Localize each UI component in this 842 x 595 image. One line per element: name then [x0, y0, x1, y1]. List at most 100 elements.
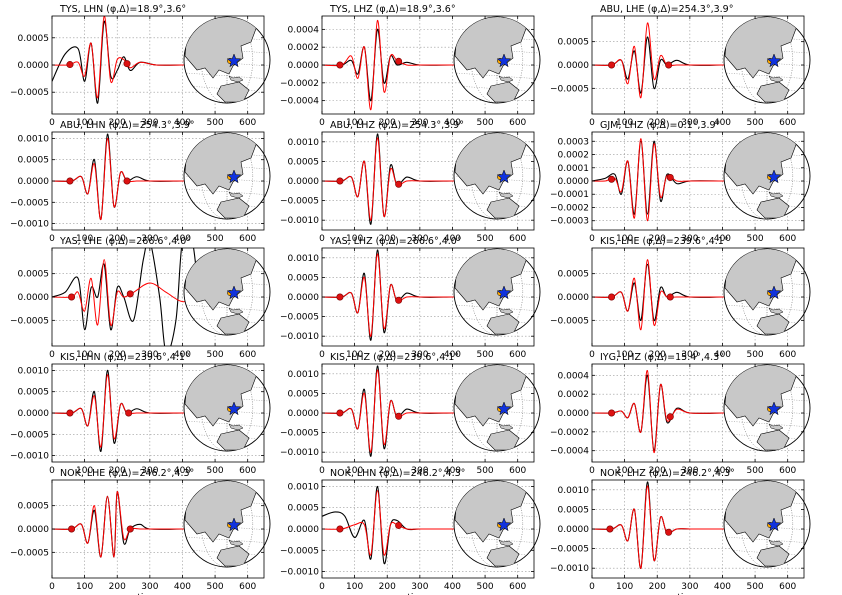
x-tick-label: 0 — [319, 234, 325, 244]
y-tick-label: −0.0005 — [280, 429, 319, 439]
y-tick-label: −0.0010 — [550, 564, 589, 574]
globe-inset-icon — [183, 132, 271, 220]
globe-inset-icon — [723, 132, 811, 220]
panel-11: 0 100 200 300 400 500 600 −0.0010 −0.0005 0.0000 0… — [280, 352, 541, 476]
x-tick-label: 500 — [746, 350, 763, 360]
x-tick-label: 100 — [346, 582, 363, 592]
x-tick-label: 300 — [411, 350, 428, 360]
x-tick-label: 0 — [589, 118, 595, 128]
x-tick-label: 400 — [714, 234, 731, 244]
y-tick-label: 0.0010 — [288, 482, 320, 492]
x-tick-label: 300 — [141, 582, 158, 592]
y-tick-label: 0.0005 — [18, 34, 50, 44]
event-star-icon — [496, 53, 512, 68]
x-tick-label: 200 — [649, 466, 666, 476]
observed-trace — [592, 140, 739, 215]
x-tick-label: 400 — [174, 582, 191, 592]
x-tick-label: 0 — [49, 118, 55, 128]
window-marker — [126, 290, 134, 298]
event-star-icon — [766, 169, 782, 184]
x-tick-label: 0 — [319, 466, 325, 476]
x-tick-label: 300 — [141, 234, 158, 244]
x-tick-label: 400 — [174, 118, 191, 128]
event-star-icon — [496, 401, 512, 416]
x-tick-label: 300 — [411, 118, 428, 128]
x-tick-label: 100 — [346, 466, 363, 476]
y-tick-label: 0.0001 — [558, 164, 590, 174]
x-tick-label: 500 — [476, 350, 493, 360]
panel-5: 0 100 200 300 400 500 600 −0.0010 −0.0005 0.0000 0… — [280, 120, 541, 244]
panel-title: YAS, LHZ (φ,Δ)=266.6°,4.0° — [329, 236, 462, 247]
x-tick-label: 0 — [589, 234, 595, 244]
globe-inset-icon — [453, 132, 541, 220]
y-tick-label: −0.0004 — [550, 447, 589, 457]
globe-inset-icon — [723, 16, 811, 104]
y-tick-label: 0.0000 — [18, 177, 50, 187]
window-marker — [336, 409, 344, 417]
window-marker — [666, 293, 674, 301]
x-tick-label: 100 — [76, 582, 93, 592]
panel-title: ABU, LHE (φ,Δ)=254.3°,3.9° — [600, 4, 733, 15]
x-tick-label: 600 — [509, 350, 526, 360]
x-tick-label: 500 — [746, 582, 763, 592]
x-tick-label: 300 — [141, 350, 158, 360]
window-marker — [66, 409, 74, 417]
x-tick-label: 300 — [681, 582, 698, 592]
y-tick-label: 0.0005 — [288, 389, 320, 399]
x-tick-label: 0 — [319, 350, 325, 360]
panel-10: 0 100 200 300 400 500 600 −0.0010 −0.0005 0.0000 0… — [10, 352, 271, 476]
panel-title: NOK, LHN (φ,Δ)=246.2°,4.3° — [330, 468, 465, 479]
x-tick-label: 200 — [649, 118, 666, 128]
synthetic-trace — [52, 137, 199, 220]
y-tick-label: 0.0000 — [558, 409, 590, 419]
x-tick-label: 400 — [714, 582, 731, 592]
synthetic-trace — [592, 22, 739, 99]
x-tick-label: 200 — [109, 466, 126, 476]
globe-inset-icon — [183, 480, 271, 568]
y-tick-label: −0.0010 — [10, 220, 49, 230]
window-marker — [395, 521, 403, 529]
y-tick-label: 0.0010 — [288, 370, 320, 380]
panel-title: ABU, LHZ (φ,Δ)=254.3°,3.9° — [330, 120, 464, 131]
window-marker — [123, 177, 131, 185]
globe-inset-icon — [453, 480, 541, 568]
panel-2: 0 100 200 300 400 500 600 −0.0004 −0.0002 0.0000 0… — [280, 4, 541, 128]
synthetic-trace — [52, 374, 199, 448]
y-tick-label: −0.0005 — [550, 84, 589, 94]
y-tick-label: 0.0000 — [288, 409, 320, 419]
globe-inset-icon — [183, 16, 271, 104]
x-tick-label: 200 — [379, 466, 396, 476]
y-tick-label: −0.0005 — [10, 430, 49, 440]
globe-inset-icon — [453, 16, 541, 104]
x-tick-label: 500 — [206, 466, 223, 476]
x-tick-label: 200 — [109, 582, 126, 592]
event-star-icon — [226, 401, 242, 416]
x-tick-label: 100 — [76, 118, 93, 128]
x-tick-label: 600 — [509, 466, 526, 476]
x-tick-label: 600 — [509, 234, 526, 244]
event-star-icon — [496, 517, 512, 532]
x-tick-label: 500 — [476, 466, 493, 476]
y-tick-label: −0.0005 — [280, 197, 319, 207]
window-marker — [68, 293, 76, 301]
x-tick-label: 400 — [444, 234, 461, 244]
x-tick-label: 500 — [206, 234, 223, 244]
y-tick-label: 0.0005 — [18, 502, 50, 512]
window-marker — [608, 409, 616, 417]
x-tick-label: 100 — [76, 350, 93, 360]
window-marker — [66, 177, 74, 185]
y-tick-label: 0.0002 — [288, 43, 320, 53]
globe-inset-icon — [183, 364, 271, 452]
event-star-icon — [766, 285, 782, 300]
panel-title: NOK, LHZ (φ,Δ)=246.2°,4.3° — [600, 468, 735, 479]
x-tick-label: 600 — [239, 118, 256, 128]
x-tick-label: 0 — [319, 582, 325, 592]
y-tick-label: −0.0004 — [280, 97, 319, 107]
x-axis-label: time, sec — [677, 593, 718, 595]
globe-inset-icon — [723, 480, 811, 568]
x-tick-label: 100 — [616, 350, 633, 360]
x-tick-label: 300 — [681, 118, 698, 128]
window-marker — [68, 525, 76, 533]
x-tick-label: 200 — [379, 582, 396, 592]
panel-4: 0 100 200 300 400 500 600 −0.0010 −0.0005 0.0000 0… — [10, 120, 271, 244]
